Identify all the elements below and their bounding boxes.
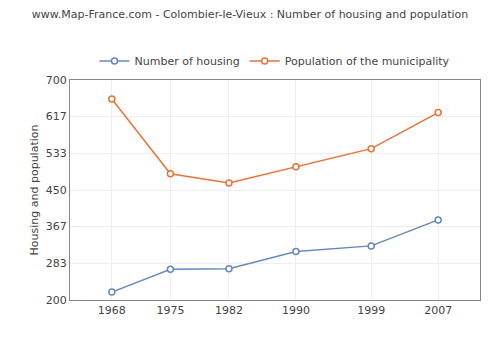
svg-text:533: 533 — [46, 147, 67, 160]
svg-text:2007: 2007 — [424, 304, 452, 317]
svg-text:617: 617 — [46, 110, 67, 123]
svg-text:1968: 1968 — [98, 304, 126, 317]
svg-text:Housing and population: Housing and population — [28, 125, 41, 256]
svg-text:1982: 1982 — [215, 304, 243, 317]
svg-text:1990: 1990 — [282, 304, 310, 317]
svg-text:283: 283 — [46, 257, 67, 270]
svg-text:www.Map-France.com - Colombier: www.Map-France.com - Colombier-le-Vieux … — [32, 8, 469, 21]
svg-text:Number of housing: Number of housing — [135, 55, 240, 68]
svg-text:Population of the municipality: Population of the municipality — [285, 55, 450, 68]
svg-text:1999: 1999 — [357, 304, 385, 317]
svg-text:700: 700 — [46, 74, 67, 87]
svg-text:200: 200 — [46, 294, 67, 307]
svg-text:1975: 1975 — [156, 304, 184, 317]
svg-text:367: 367 — [46, 220, 67, 233]
svg-text:450: 450 — [46, 184, 67, 197]
